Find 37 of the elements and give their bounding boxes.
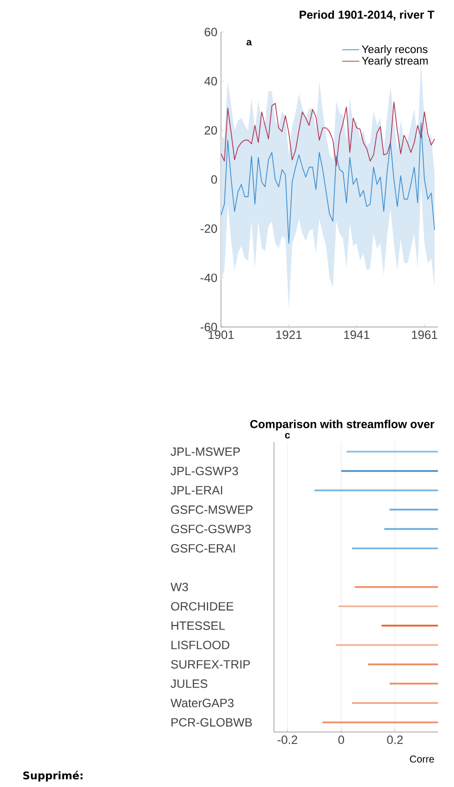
x-tick-label: 0.2 [387, 736, 403, 744]
text: c [285, 432, 290, 438]
y-tick-label: JPL-GSWP3 [170, 466, 238, 476]
y-tick-label: GSFC-GSWP3 [171, 524, 251, 534]
x-tick-label: 1961 [412, 330, 438, 340]
y-tick-label: -60 [200, 322, 217, 332]
chart-title: Comparison with streamflow over [250, 420, 434, 430]
y-tick-label: -20 [200, 224, 217, 233]
text: Supprimé: [23, 770, 82, 782]
y-tick-label: PCR-GLOBWB [172, 718, 252, 727]
y-tick-label: 20 [204, 126, 217, 135]
y-tick-label: ORCHIDEE [171, 602, 234, 611]
line-series [220, 102, 435, 166]
x-axis-title: Corre [410, 756, 434, 763]
x-tick-label: 1901 [208, 330, 234, 340]
y-tick-label: JULES [170, 679, 208, 688]
y-tick-label: GSFC-ERAI [171, 544, 235, 553]
legend-label: Yearly stream [362, 56, 428, 67]
y-tick-label: 40 [204, 76, 217, 86]
x-tick-label: 0 [338, 736, 344, 744]
annotation: a [246, 40, 252, 46]
y-tick-label: WaterGAP3 [170, 698, 234, 708]
y-tick-label: 0 [211, 175, 217, 184]
y-tick-label: SURFEX-TRIP [171, 660, 250, 669]
y-tick-label: -40 [200, 274, 217, 282]
y-tick-label: GSFC-MSWEP [171, 505, 253, 514]
y-tick-label: JPL-ERAI [170, 486, 222, 495]
chart-title: Period 1901-2014, river T [300, 10, 434, 20]
y-tick-label: 60 [204, 28, 217, 36]
y-tick-label: W3 [170, 582, 188, 592]
y-tick-label: LISFLOOD [172, 640, 230, 650]
legend-label: Yearly recons [362, 45, 428, 56]
x-tick-label: -0.2 [278, 736, 298, 744]
x-tick-label: 1941 [344, 330, 370, 340]
y-tick-label: HTESSEL [172, 621, 225, 630]
x-tick-label: 1921 [276, 330, 302, 340]
y-tick-label: JPL-MSWEP [170, 447, 240, 456]
